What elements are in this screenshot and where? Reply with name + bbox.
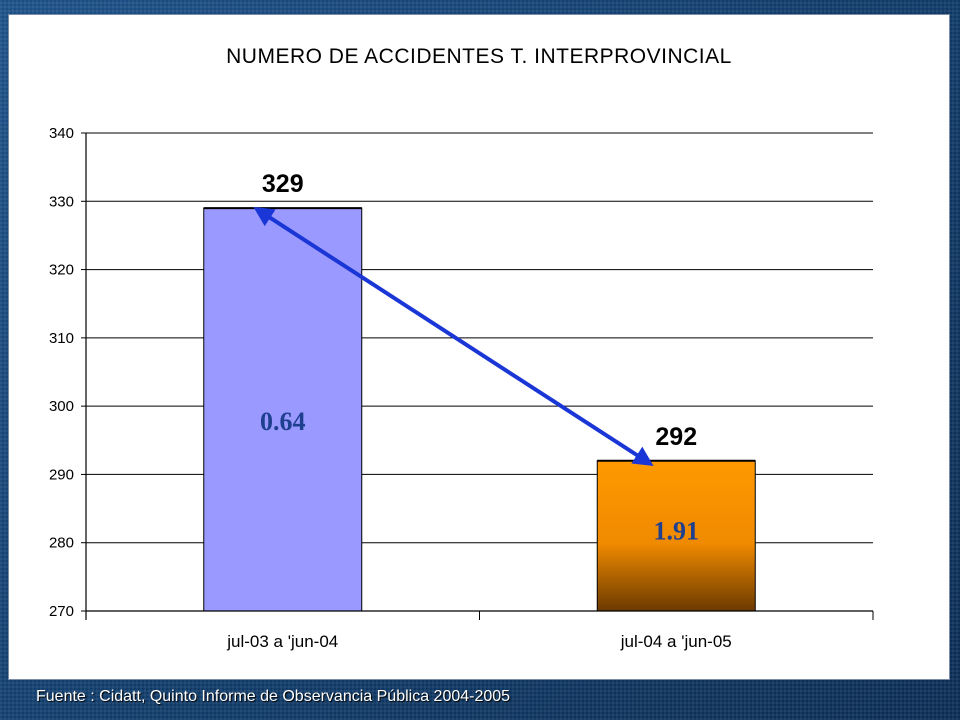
y-tick-label: 340 [49, 125, 74, 142]
axes: 270 280 290 300 310 320 330 340 [49, 125, 874, 620]
y-tick-label: 330 [49, 193, 74, 210]
y-tick-label: 280 [49, 535, 74, 552]
chart-panel: NUMERO DE ACCIDENTES T. INTERPROVINCIAL … [8, 14, 950, 680]
data-label: 292 [655, 423, 697, 451]
y-tick-label: 310 [49, 330, 74, 347]
trend-arrow [253, 206, 654, 466]
x-tick-label: jul-04 a 'jun-05 [620, 632, 732, 651]
trend-arrow-line [253, 206, 654, 466]
y-tick-label: 320 [49, 262, 74, 279]
x-tick-label: jul-03 a 'jun-04 [226, 632, 338, 651]
y-tick-label: 270 [49, 603, 74, 620]
y-tick-label: 300 [49, 398, 74, 415]
chart-title: NUMERO DE ACCIDENTES T. INTERPROVINCIAL [226, 45, 732, 68]
source-footnote: Fuente : Cidatt, Quinto Informe de Obser… [36, 688, 511, 705]
data-label: 329 [262, 170, 304, 198]
bar-chart: NUMERO DE ACCIDENTES T. INTERPROVINCIAL … [49, 45, 874, 651]
ratio-annotation: 1.91 [654, 516, 700, 545]
ratio-annotation: 0.64 [260, 407, 306, 436]
y-tick-label: 290 [49, 466, 74, 483]
